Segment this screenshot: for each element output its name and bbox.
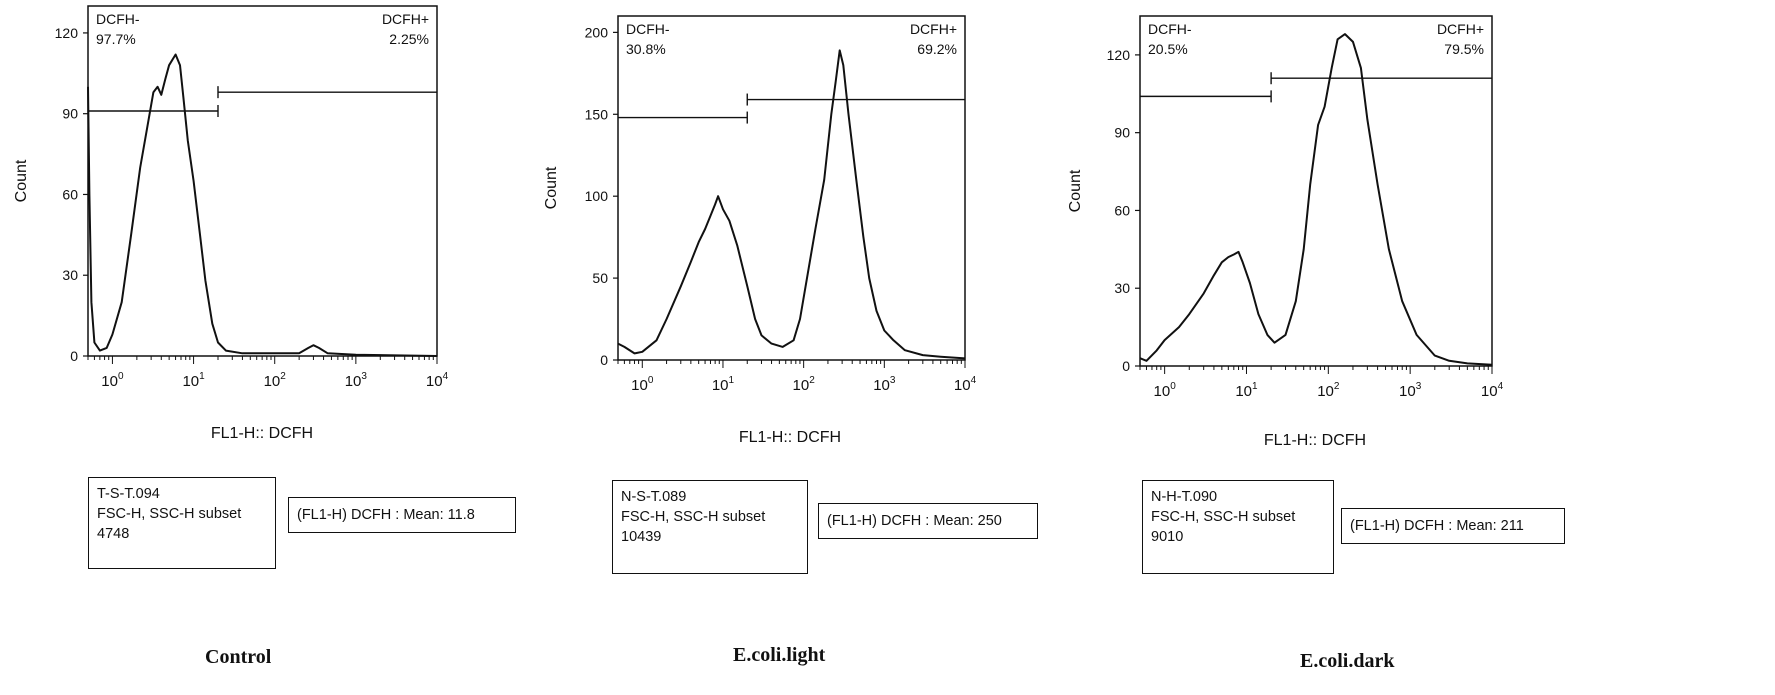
- x-axis-label: FL1-H:: DCFH: [739, 429, 841, 446]
- y-tick-label: 120: [55, 25, 79, 41]
- y-axis-label: Count: [543, 166, 560, 209]
- y-tick-label: 0: [1122, 358, 1130, 374]
- gate-negative-value: 20.5%: [1148, 41, 1188, 57]
- x-tick-label: 100: [631, 375, 654, 394]
- mean-label: (FL1-H) DCFH : Mean: 11.8: [297, 507, 475, 523]
- gate-positive-name: DCFH+: [1437, 21, 1484, 37]
- panel-caption: E.coli.dark: [1300, 650, 1395, 672]
- sample-id: N-S-T.089: [621, 489, 687, 505]
- y-tick-label: 150: [585, 106, 609, 122]
- histogram-line: [617, 49, 966, 360]
- y-tick-label: 60: [1114, 202, 1130, 218]
- gate-positive-value: 2.25%: [389, 31, 429, 47]
- sample-info-box: N-S-T.089 FSC-H, SSC-H subset 10439: [612, 480, 808, 574]
- x-tick-label: 104: [426, 371, 449, 390]
- y-tick-label: 60: [62, 186, 78, 202]
- x-tick-label: 100: [1154, 381, 1177, 400]
- sample-subset: FSC-H, SSC-H subset: [1151, 509, 1296, 525]
- x-axis-label: FL1-H:: DCFH: [211, 425, 313, 442]
- panel-caption: E.coli.light: [733, 644, 826, 666]
- sample-id: T-S-T.094: [97, 486, 160, 502]
- x-tick-label: 103: [873, 375, 896, 394]
- x-tick-label: 102: [793, 375, 816, 394]
- sample-event-count: 9010: [1151, 529, 1184, 545]
- histogram-line: [1139, 33, 1493, 366]
- x-tick-label: 103: [345, 371, 368, 390]
- x-tick-label: 102: [264, 371, 287, 390]
- gate-negative-name: DCFH-: [1148, 21, 1192, 37]
- sample-subset: FSC-H, SSC-H subset: [97, 506, 242, 522]
- mean-label: (FL1-H) DCFH : Mean: 250: [827, 513, 1002, 529]
- mean-box: (FL1-H) DCFH : Mean: 11.8: [288, 497, 516, 533]
- x-tick-label: 101: [712, 375, 735, 394]
- gate-negative-value: 97.7%: [96, 31, 136, 47]
- sample-event-count: 4748: [97, 526, 130, 542]
- x-tick-label: 104: [1481, 381, 1504, 400]
- gate-positive-name: DCFH+: [382, 11, 429, 27]
- x-tick-label: 102: [1317, 381, 1340, 400]
- x-tick-label: 103: [1399, 381, 1422, 400]
- histogram-line: [87, 53, 438, 357]
- y-tick-label: 90: [1114, 125, 1130, 141]
- x-tick-label: 101: [182, 371, 205, 390]
- x-axis-label: FL1-H:: DCFH: [1264, 432, 1366, 449]
- y-tick-label: 0: [600, 352, 608, 368]
- sample-subset: FSC-H, SSC-H subset: [621, 509, 766, 525]
- gate-positive-value: 69.2%: [917, 41, 957, 57]
- gate-negative-value: 30.8%: [626, 41, 666, 57]
- y-tick-label: 100: [585, 188, 609, 204]
- gate-negative-name: DCFH-: [96, 11, 140, 27]
- mean-label: (FL1-H) DCFH : Mean: 211: [1350, 518, 1524, 534]
- y-axis-label: Count: [1067, 169, 1084, 212]
- y-tick-label: 0: [70, 348, 78, 364]
- y-axis-label: Count: [13, 159, 30, 202]
- y-tick-label: 50: [592, 270, 608, 286]
- x-tick-label: 100: [101, 371, 124, 390]
- plot-frame: [617, 15, 966, 361]
- plot-frame: [87, 5, 438, 357]
- x-tick-label: 101: [1235, 381, 1258, 400]
- y-tick-label: 90: [62, 106, 78, 122]
- y-tick-label: 30: [62, 267, 78, 283]
- y-tick-label: 120: [1107, 47, 1131, 63]
- mean-box: (FL1-H) DCFH : Mean: 211: [1341, 508, 1565, 544]
- panel-caption: Control: [205, 646, 272, 668]
- gate-negative-name: DCFH-: [626, 21, 670, 37]
- sample-info-box: N-H-T.090 FSC-H, SSC-H subset 9010: [1142, 480, 1334, 574]
- plot-frame: [1139, 15, 1493, 367]
- y-tick-label: 30: [1114, 280, 1130, 296]
- sample-id: N-H-T.090: [1151, 489, 1218, 505]
- sample-event-count: 10439: [621, 529, 662, 545]
- gate-positive-name: DCFH+: [910, 21, 957, 37]
- mean-box: (FL1-H) DCFH : Mean: 250: [818, 503, 1038, 539]
- y-tick-label: 200: [585, 24, 609, 40]
- gate-positive-value: 79.5%: [1444, 41, 1484, 57]
- sample-info-box: T-S-T.094 FSC-H, SSC-H subset 4748: [88, 477, 276, 569]
- x-tick-label: 104: [954, 375, 977, 394]
